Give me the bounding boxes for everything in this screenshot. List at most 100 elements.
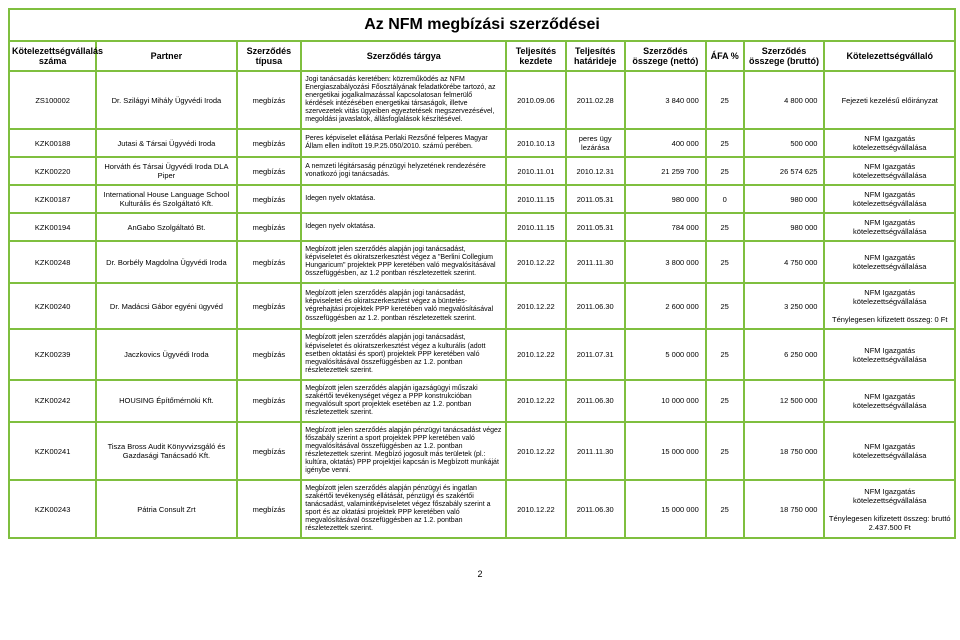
table-row: KZK00187International House Language Sch… [10,185,954,213]
table-cell: Pátria Consult Zrt [96,480,236,537]
table-cell: 21 259 700 [625,157,706,185]
table-cell: megbízás [237,213,302,241]
table-cell: NFM Igazgatás kötelezettségvállalása Tén… [824,480,954,537]
table-cell: 15 000 000 [625,480,706,537]
table-cell: 3 840 000 [625,71,706,129]
table-cell: A nemzeti légitársaság pénzügyi helyzeté… [301,157,506,185]
table-cell: Dr. Borbély Magdolna Ügyvédi Iroda [96,241,236,283]
table-cell: Jaczkovics Ügyvédi Iroda [96,329,236,379]
table-cell: Horváth és Társai Ügyvédi Iroda DLA Pipe… [96,157,236,185]
table-cell: megbízás [237,129,302,157]
table-cell: 2010.12.22 [506,480,565,537]
table-cell: megbízás [237,185,302,213]
table-cell: 0 [706,185,744,213]
table-cell: megbízás [237,380,302,422]
table-cell: 2010.12.22 [506,380,565,422]
table-cell: Jogi tanácsadás keretében: közreműködés … [301,71,506,129]
table-cell: megbízás [237,422,302,480]
table-cell: 2011.06.30 [566,283,625,329]
table-cell: 25 [706,480,744,537]
table-cell: 2 600 000 [625,283,706,329]
table-cell: Dr. Szilágyi Mihály Ügyvédi Iroda [96,71,236,129]
column-header: Teljesítés kezdete [506,42,565,71]
table-cell: 2011.06.30 [566,380,625,422]
table-cell: NFM Igazgatás kötelezettségvállalása [824,185,954,213]
table-row: KZK00242HOUSING Építőmérnöki Kft.megbízá… [10,380,954,422]
table-cell: megbízás [237,329,302,379]
column-header: Kötelezettségvállaló [824,42,954,71]
table-cell: NFM Igazgatás kötelezettségvállalása [824,157,954,185]
table-cell: NFM Igazgatás kötelezettségvállalása [824,213,954,241]
table-cell: 2010.12.22 [506,241,565,283]
table-cell: Idegen nyelv oktatása. [301,185,506,213]
column-header: Teljesítés határideje [566,42,625,71]
table-cell: KZK00241 [10,422,96,480]
column-header: Szerződés összege (bruttó) [744,42,825,71]
table-row: ZS100002Dr. Szilágyi Mihály Ügyvédi Irod… [10,71,954,129]
table-cell: NFM Igazgatás kötelezettségvállalása Tén… [824,283,954,329]
contracts-table: Kötelezettségvállalás számaPartnerSzerző… [10,42,954,537]
table-cell: 2011.11.30 [566,241,625,283]
column-header: Szerződés összege (nettó) [625,42,706,71]
table-cell: KZK00239 [10,329,96,379]
table-cell: 6 250 000 [744,329,825,379]
table-cell: 2011.02.28 [566,71,625,129]
table-body: ZS100002Dr. Szilágyi Mihály Ügyvédi Irod… [10,71,954,537]
table-cell: peres ügy lezárása [566,129,625,157]
table-cell: 980 000 [625,185,706,213]
table-cell: AnGabo Szolgáltató Bt. [96,213,236,241]
table-cell: 980 000 [744,213,825,241]
table-cell: Megbízott jelen szerződés alapján pénzüg… [301,422,506,480]
table-cell: 2011.07.31 [566,329,625,379]
column-header: Szerződés típusa [237,42,302,71]
table-cell: ZS100002 [10,71,96,129]
table-cell: Megbízott jelen szerződés alapján igazsá… [301,380,506,422]
table-cell: Dr. Madácsi Gábor egyéni ügyvéd [96,283,236,329]
column-header: Partner [96,42,236,71]
table-cell: KZK00248 [10,241,96,283]
column-header: ÁFA % [706,42,744,71]
table-cell: KZK00243 [10,480,96,537]
table-cell: Megbízott jelen szerződés alapján jogi t… [301,283,506,329]
table-cell: 2010.10.13 [506,129,565,157]
table-cell: Peres képviselet ellátása Perlaki Rezsőn… [301,129,506,157]
table-cell: Megbízott jelen szerződés alapján jogi t… [301,329,506,379]
table-cell: megbízás [237,157,302,185]
table-cell: 980 000 [744,185,825,213]
table-cell: KZK00194 [10,213,96,241]
table-cell: 2010.12.22 [506,329,565,379]
table-cell: Idegen nyelv oktatása. [301,213,506,241]
table-cell: KZK00220 [10,157,96,185]
table-cell: megbízás [237,283,302,329]
table-row: KZK00240Dr. Madácsi Gábor egyéni ügyvédm… [10,283,954,329]
column-header: Szerződés tárgya [301,42,506,71]
table-cell: 25 [706,157,744,185]
table-cell: Tisza Bross Audit Könyvvizsgáló és Gazda… [96,422,236,480]
table-cell: NFM Igazgatás kötelezettségvállalása [824,241,954,283]
table-cell: Jutasi & Társai Ügyvédi Iroda [96,129,236,157]
table-cell: 2010.12.22 [506,422,565,480]
table-cell: 25 [706,283,744,329]
table-cell: megbízás [237,241,302,283]
table-cell: 2010.11.15 [506,213,565,241]
table-cell: 25 [706,329,744,379]
table-row: KZK00220Horváth és Társai Ügyvédi Iroda … [10,157,954,185]
table-cell: 2011.05.31 [566,213,625,241]
table-cell: 25 [706,129,744,157]
table-cell: 3 250 000 [744,283,825,329]
table-cell: NFM Igazgatás kötelezettségvállalása [824,422,954,480]
table-cell: 2010.12.31 [566,157,625,185]
table-cell: 2010.09.06 [506,71,565,129]
table-cell: NFM Igazgatás kötelezettségvállalása [824,129,954,157]
table-cell: megbízás [237,480,302,537]
table-cell: 12 500 000 [744,380,825,422]
table-cell: 10 000 000 [625,380,706,422]
table-cell: 25 [706,241,744,283]
table-cell: NFM Igazgatás kötelezettségvállalása [824,380,954,422]
page-title: Az NFM megbízási szerződései [10,10,954,42]
table-cell: KZK00240 [10,283,96,329]
table-cell: 2011.11.30 [566,422,625,480]
table-cell: 5 000 000 [625,329,706,379]
table-cell: 2010.12.22 [506,283,565,329]
table-cell: 25 [706,422,744,480]
